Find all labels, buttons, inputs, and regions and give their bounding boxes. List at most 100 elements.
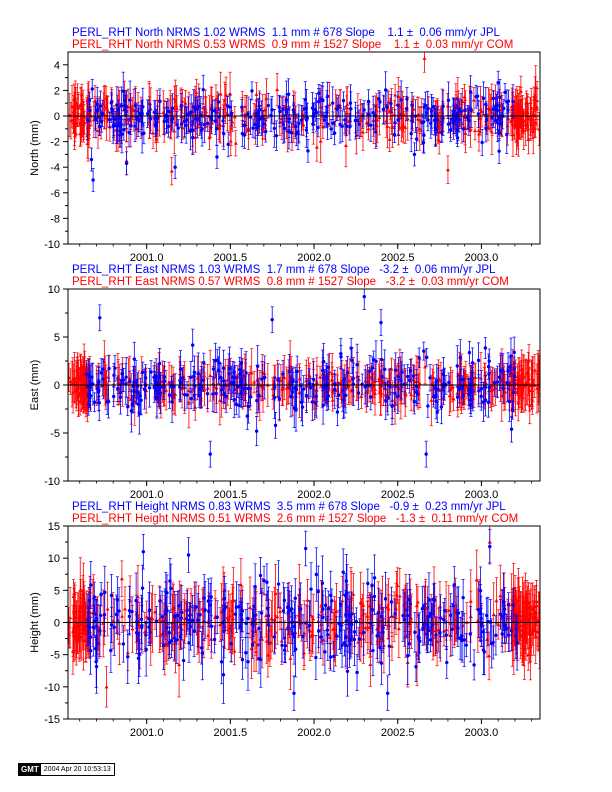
north-com-point xyxy=(172,96,177,101)
north-jpl-point xyxy=(466,115,470,120)
north-series-jpl xyxy=(85,70,515,192)
east-com-point xyxy=(535,371,540,375)
north-jpl-point xyxy=(141,105,145,109)
north-jpl-point xyxy=(171,116,175,121)
north-jpl-point xyxy=(153,116,157,121)
east-com-point xyxy=(82,383,87,388)
north-jpl-point xyxy=(124,161,129,166)
north-com-point xyxy=(387,137,392,141)
north-com-point xyxy=(344,105,349,110)
east-jpl-point xyxy=(495,380,500,384)
east-jpl-point xyxy=(455,395,460,399)
north-com-point xyxy=(524,100,529,104)
north-jpl-point xyxy=(366,99,371,104)
north-jpl-point xyxy=(240,131,245,136)
east-jpl-point xyxy=(476,358,481,363)
north-jpl-point xyxy=(213,109,217,113)
east-com-point xyxy=(75,379,80,383)
north-com-point xyxy=(403,125,408,129)
north-jpl-point xyxy=(393,121,397,125)
east-com-point xyxy=(473,375,478,380)
north-com-point xyxy=(462,94,467,99)
east-com-point xyxy=(270,386,275,391)
north-jpl-point xyxy=(91,178,95,182)
north-jpl-point xyxy=(329,127,333,131)
north-com-point xyxy=(416,112,421,116)
north-com-point xyxy=(478,107,483,111)
north-com-point xyxy=(518,89,523,93)
east-com-point xyxy=(284,386,289,390)
north-jpl-point xyxy=(399,98,403,102)
north-com-point xyxy=(68,118,73,123)
east-com-point xyxy=(71,380,76,385)
east-com-point xyxy=(79,378,84,382)
north-jpl-point xyxy=(440,122,444,127)
east-com-point xyxy=(377,376,382,381)
north-com-point xyxy=(532,97,537,101)
north-data xyxy=(68,52,540,192)
north-com-point xyxy=(314,145,319,149)
east-jpl-point xyxy=(244,370,248,375)
north-jpl-point xyxy=(191,105,196,109)
north-jpl-point xyxy=(299,118,304,122)
north-jpl-point xyxy=(480,140,484,145)
east-com-point xyxy=(318,375,323,379)
north-com-point xyxy=(174,106,179,111)
north-jpl-point xyxy=(119,130,123,134)
east-com-point xyxy=(532,368,537,372)
east-com-point xyxy=(208,373,213,378)
north-jpl-point xyxy=(511,99,515,104)
east-com-point xyxy=(354,384,359,388)
east-jpl-point xyxy=(86,393,91,398)
north-jpl-point xyxy=(431,105,435,109)
north-jpl-point xyxy=(378,100,382,104)
east-com-point xyxy=(106,375,111,379)
east-jpl-point xyxy=(324,375,329,380)
north-com-point xyxy=(78,122,83,127)
north-jpl-point xyxy=(498,95,502,100)
east-jpl-point xyxy=(509,354,513,358)
east-jpl-point xyxy=(393,391,397,396)
east-com-point xyxy=(249,370,254,375)
north-x-tick-label: 2003.0 xyxy=(465,252,499,264)
east-data xyxy=(68,289,540,468)
north-jpl-point xyxy=(162,119,167,123)
north-jpl-point xyxy=(491,107,496,111)
north-com-point xyxy=(169,169,174,173)
north-jpl-point xyxy=(392,132,397,137)
east-com-point xyxy=(78,399,83,403)
north-jpl-point xyxy=(133,124,137,128)
north-com-point xyxy=(218,92,223,96)
north-jpl-point xyxy=(261,122,266,126)
north-jpl-point xyxy=(255,111,259,116)
north-header-jpl: PERL_RHT North NRMS 1.02 WRMS 1.1 mm # 6… xyxy=(72,27,500,39)
north-jpl-point xyxy=(441,104,445,109)
north-jpl-point xyxy=(461,127,466,131)
north-jpl-point xyxy=(179,103,183,108)
east-com-point xyxy=(516,378,521,383)
north-jpl-point xyxy=(286,92,291,96)
north-jpl-point xyxy=(99,119,104,124)
north-jpl-point xyxy=(389,101,393,106)
east-jpl-point xyxy=(227,366,232,371)
north-jpl-point xyxy=(272,126,276,131)
north-jpl-point xyxy=(90,87,94,91)
east-com-point xyxy=(186,388,191,392)
north-jpl-point xyxy=(264,129,268,134)
north-com-point xyxy=(154,136,159,141)
north-jpl-point xyxy=(137,118,141,123)
north-com-point xyxy=(445,167,450,172)
north-jpl-point xyxy=(353,118,358,123)
north-jpl-point xyxy=(345,124,349,128)
north-jpl-point xyxy=(184,123,188,128)
north-com-point xyxy=(392,112,397,117)
north-jpl-point xyxy=(96,107,100,111)
east-jpl-point xyxy=(167,393,172,397)
north-jpl-point xyxy=(496,81,500,85)
north-com-point xyxy=(534,104,539,109)
north-jpl-point xyxy=(325,122,330,126)
north-jpl-point xyxy=(173,165,177,169)
north-jpl-point xyxy=(366,112,370,117)
north-jpl-point xyxy=(274,133,279,138)
east-series-jpl xyxy=(84,289,517,468)
